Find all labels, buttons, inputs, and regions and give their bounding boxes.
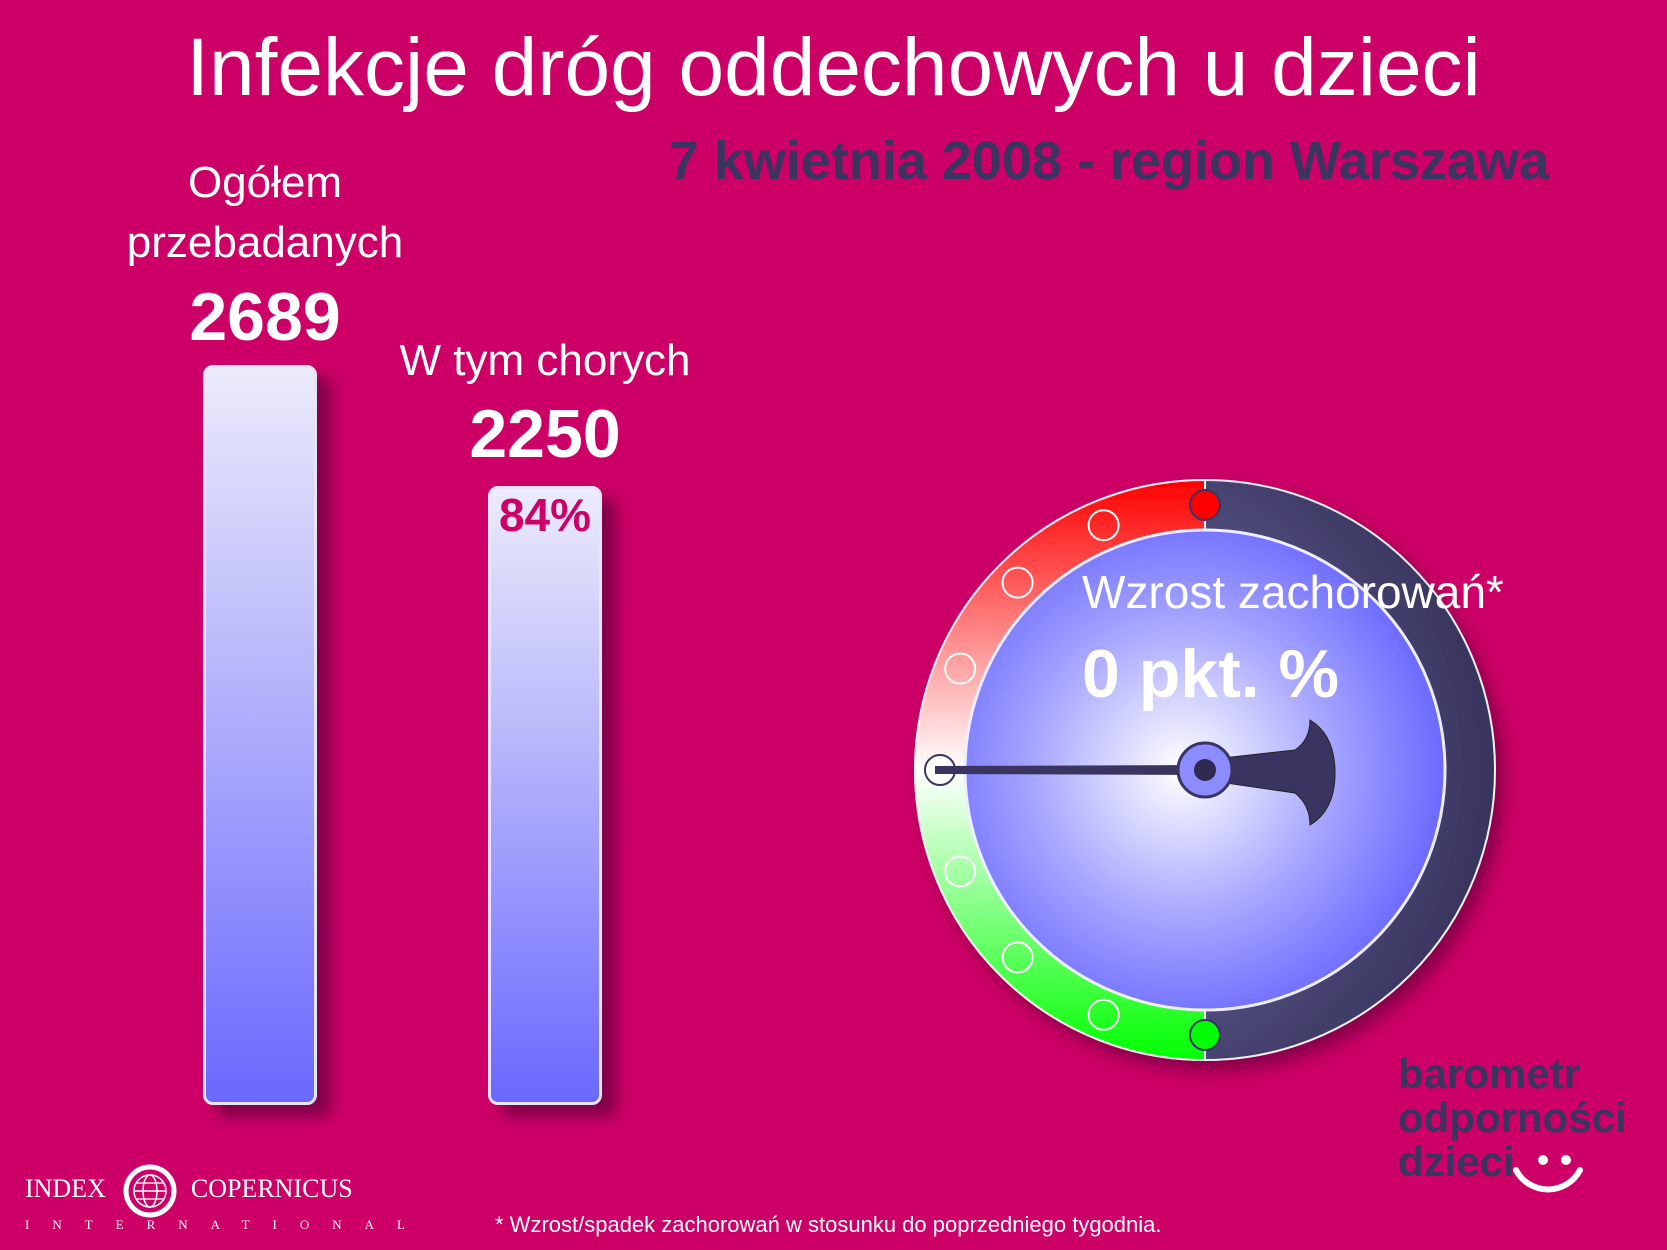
- gauge-tick-0: [1189, 489, 1221, 521]
- gauge-value: 0 pkt. %: [1082, 636, 1339, 712]
- bar-label-total-line2: przebadanych: [126, 218, 404, 267]
- gauge-needle: [935, 719, 1336, 826]
- bar-value-total: 2689: [189, 279, 341, 355]
- gauge-tick-1: [1087, 509, 1120, 542]
- gauge-tick-5: [944, 855, 977, 888]
- globe-icon: [123, 1164, 177, 1218]
- gauge-tick-6: [1001, 941, 1034, 974]
- logo-word-index: INDEX: [25, 1173, 106, 1203]
- bar-percent-label: 84%: [498, 488, 592, 541]
- gauge-tick-2: [1001, 566, 1034, 599]
- gauge-tick-8: [1189, 1019, 1221, 1051]
- brand-line-2: odporności: [1398, 1094, 1627, 1141]
- gauge-tick-7: [1087, 998, 1120, 1031]
- page-subtitle: 7 kwietnia 2008 - region Warszawa: [668, 131, 1549, 191]
- bar-label-sick: W tym chorych: [399, 336, 691, 385]
- bar-label-total: Ogółem przebadanych: [90, 153, 440, 273]
- smiley-icon: [1513, 1155, 1583, 1193]
- brand-logo: barometr odporności dzieci: [1398, 1052, 1627, 1184]
- bar-sick: [488, 485, 602, 1105]
- gauge-caption: Wzrost zachorowań*: [1082, 566, 1504, 618]
- gauge-tick-3: [944, 652, 977, 685]
- brand-line-3: dzieci: [1398, 1138, 1515, 1185]
- gauge: [914, 478, 1496, 1062]
- bar-value-sick: 2250: [469, 396, 621, 472]
- page-title: Infekcje dróg oddechowych u dzieci: [186, 22, 1481, 113]
- logo-word-copernicus: COPERNICUS: [190, 1173, 353, 1203]
- brand-line-1: barometr: [1398, 1050, 1581, 1097]
- index-copernicus-logo: INDEX COPERNICUS: [25, 1160, 353, 1222]
- footnote: * Wzrost/spadek zachorowań w stosunku do…: [495, 1212, 1162, 1237]
- bar-label-total-line1: Ogółem: [187, 158, 343, 207]
- bar-total: [203, 365, 317, 1105]
- logo-subtitle: INTERNATIONAL: [25, 1217, 428, 1232]
